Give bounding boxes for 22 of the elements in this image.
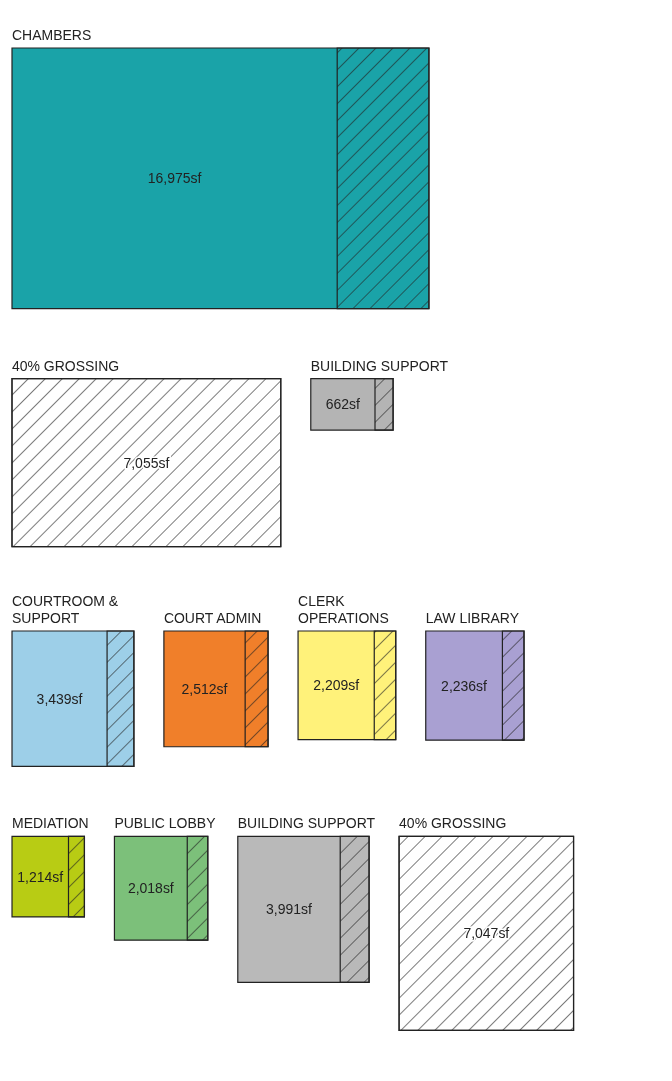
category-label: LAW LIBRARY xyxy=(425,609,520,626)
data-label: 2,018sf xyxy=(127,879,174,896)
data-label: 7,047sf xyxy=(463,924,510,941)
category-label: PUBLIC LOBBY xyxy=(114,814,217,831)
category-label: CLERK OPERATIONS xyxy=(298,592,389,626)
category-label: 40% GROSSING xyxy=(12,357,120,374)
data-label: 3,439sf xyxy=(36,690,83,707)
data-label: 1,214sf xyxy=(17,868,64,885)
category-label: 40% GROSSING xyxy=(399,814,507,831)
data-label: 2,236sf xyxy=(441,677,488,694)
category-label: MEDIATION xyxy=(12,814,89,831)
data-label: 662sf xyxy=(325,396,361,413)
data-label: 3,991sf xyxy=(266,900,313,917)
category-label: COURTROOM & SUPPORT xyxy=(12,592,119,626)
category-label: CHAMBERS xyxy=(12,27,92,43)
data-label: 16,975sf xyxy=(147,170,202,187)
category-label: BUILDING SUPPORT xyxy=(310,357,449,374)
category-label: BUILDING SUPPORT xyxy=(237,814,376,831)
data-label: 2,512sf xyxy=(181,680,228,697)
data-label: 7,055sf xyxy=(123,454,170,471)
data-label: 2,209sf xyxy=(313,676,360,693)
category-label: COURT ADMIN xyxy=(163,609,262,626)
